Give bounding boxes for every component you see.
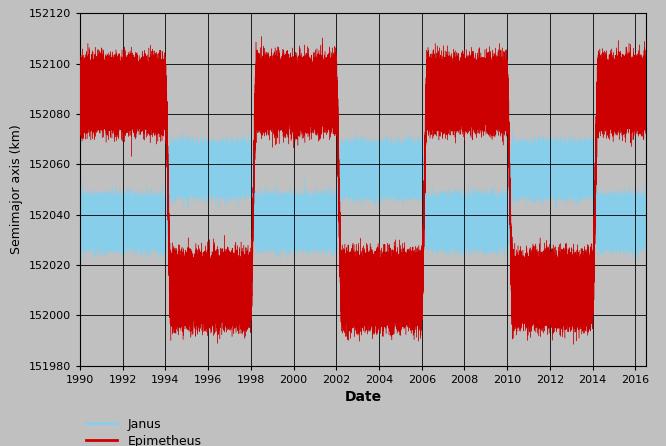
X-axis label: Date: Date [344,390,382,405]
Y-axis label: Semimajor axis (km): Semimajor axis (km) [10,125,23,254]
Legend: Janus, Epimetheus: Janus, Epimetheus [86,418,201,446]
